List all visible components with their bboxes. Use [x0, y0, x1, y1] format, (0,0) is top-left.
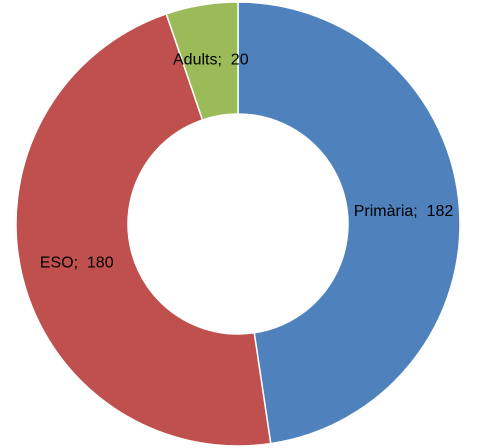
data-label: Adults; 20 — [173, 51, 249, 68]
donut-slice — [237, 1, 461, 445]
donut-slice — [15, 12, 272, 447]
data-label: Primària; 182 — [354, 203, 454, 220]
donut-slice — [165, 1, 239, 121]
data-label: ESO; 180 — [40, 254, 114, 271]
